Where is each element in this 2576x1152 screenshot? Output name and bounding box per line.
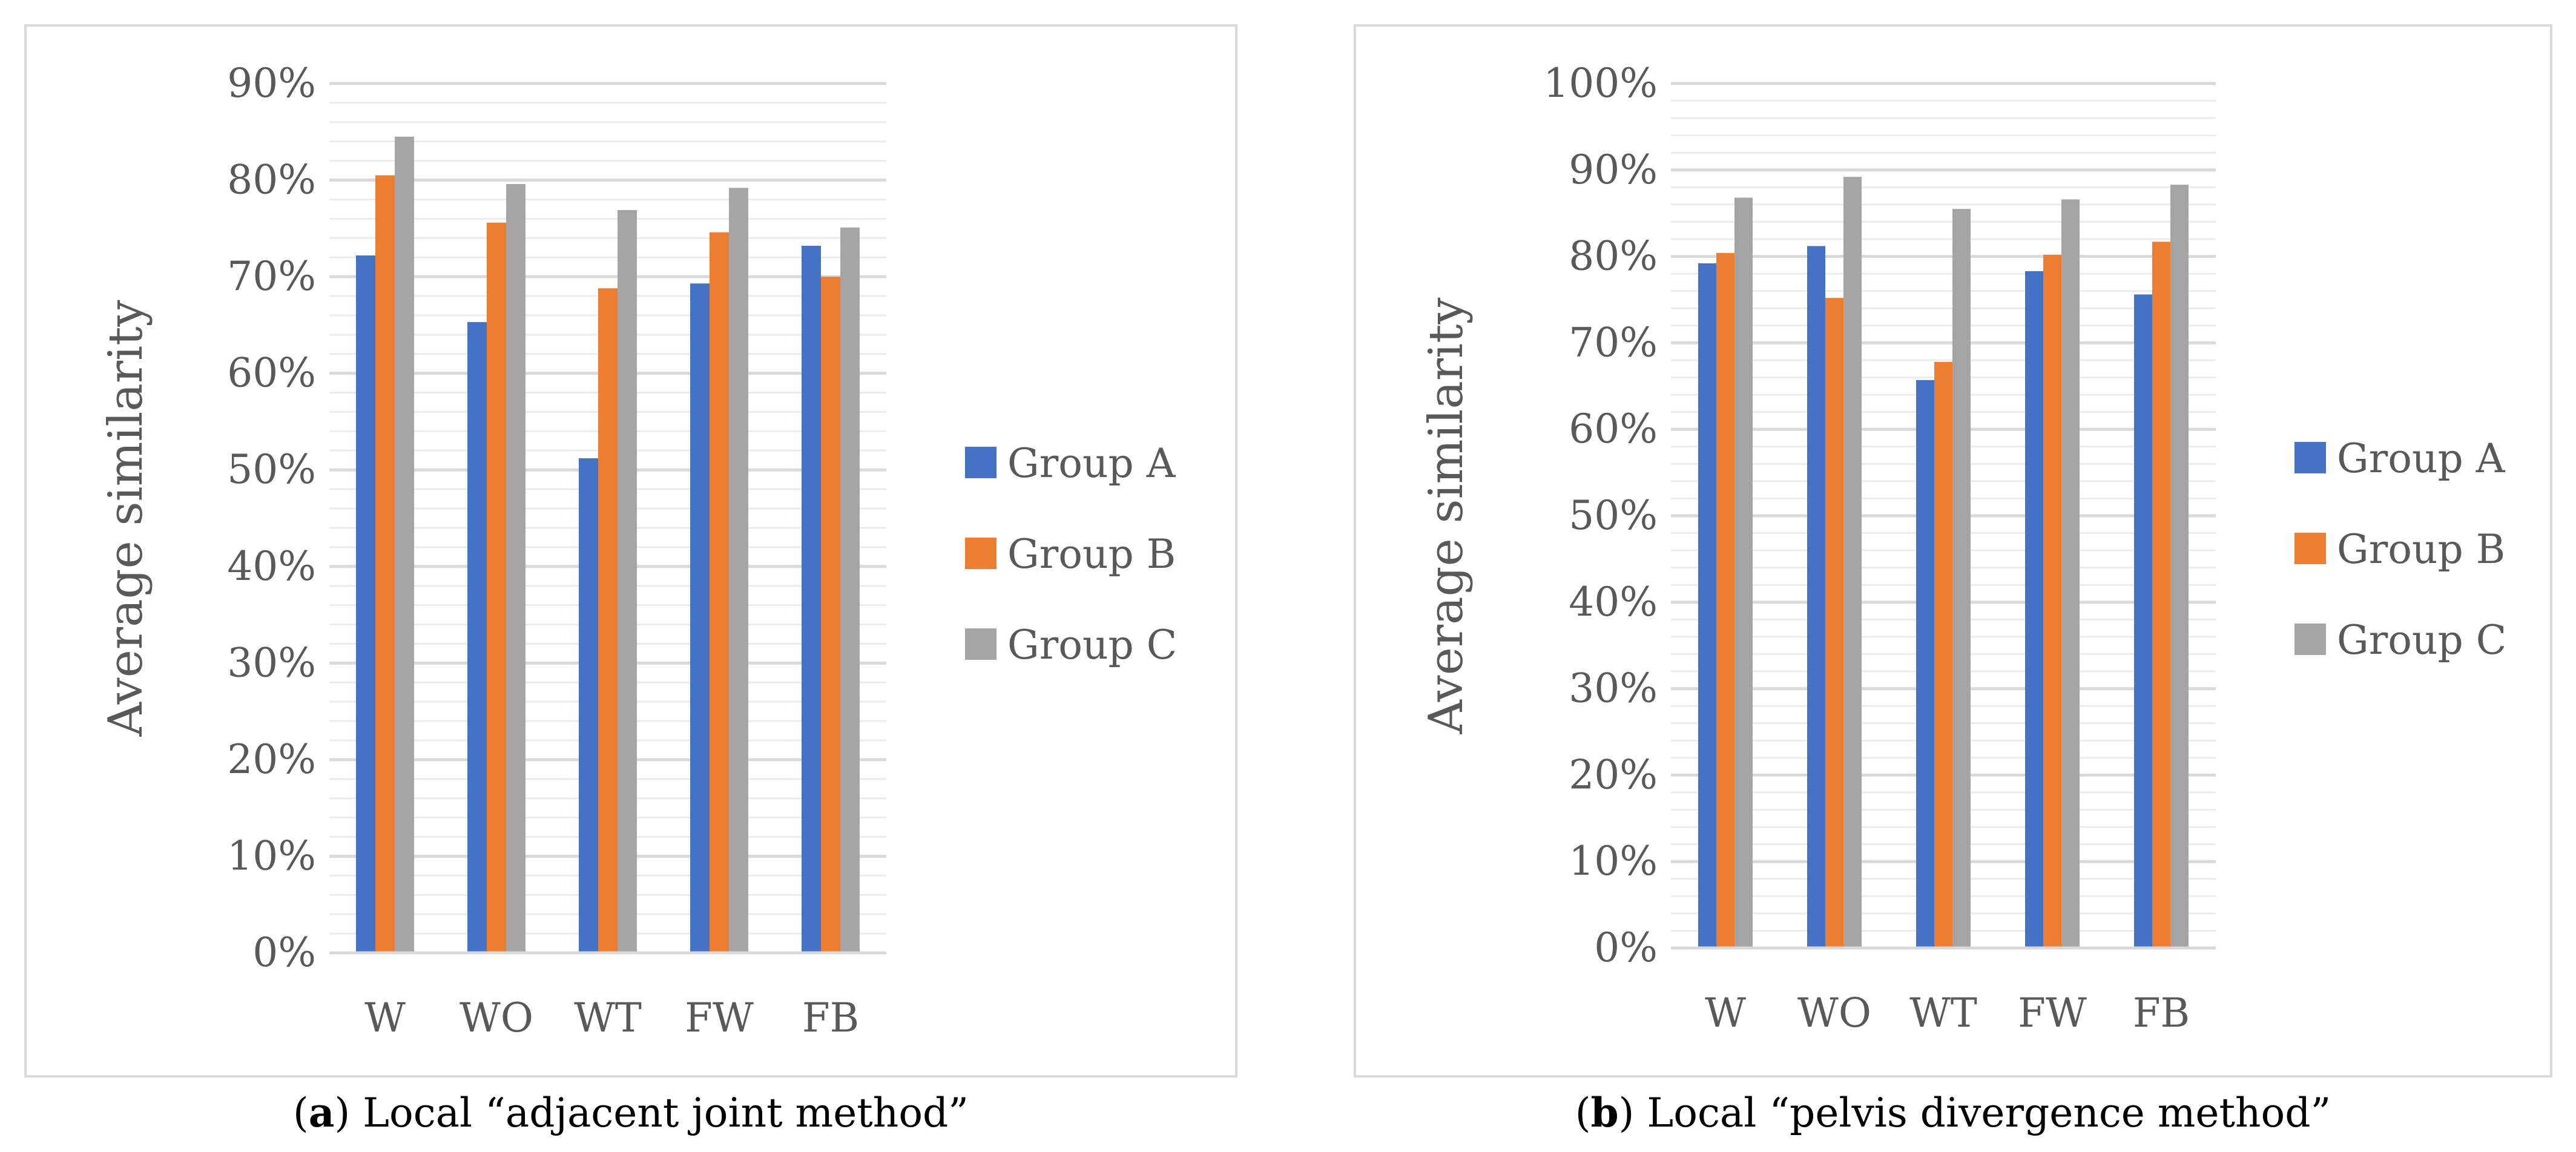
- chart-a-ytick-label: 40%: [227, 543, 316, 590]
- chart-a-xtick-label: WO: [460, 995, 533, 1041]
- chart-a-bar-group-b-w: [375, 175, 395, 953]
- chart-a-bar-group-b-wt: [598, 288, 618, 953]
- chart-a-bar-group-a-w: [356, 255, 375, 953]
- chart-a-ytick-label: 20%: [227, 736, 316, 783]
- chart-b-ytick-label: 90%: [1569, 146, 1658, 193]
- chart-a-bar-group-a-wo: [467, 322, 487, 953]
- chart-b-bar-group-c-fw: [2061, 199, 2080, 948]
- chart-a-bar-group-a-fb: [802, 246, 821, 953]
- chart-a-xtick-label: WT: [574, 995, 642, 1041]
- chart-a-legend-swatch-group-a: [965, 447, 996, 478]
- chart-b-bar-group-a-fw: [2025, 271, 2043, 949]
- chart-b-xtick-label: WO: [1797, 990, 1871, 1036]
- chart-b-bar-group-b-w: [1716, 252, 1734, 949]
- caption-b-letter: b: [1590, 1089, 1619, 1136]
- chart-a-legend-label: Group A: [1007, 440, 1176, 487]
- chart-b-ytick-label: 10%: [1569, 838, 1658, 884]
- chart-a-bar-group-a-wt: [579, 458, 598, 953]
- chart-a-bar-group-a-fw: [690, 283, 710, 953]
- chart-a-xtick-label: W: [364, 995, 406, 1041]
- chart-b-legend-label: Group B: [2337, 526, 2505, 573]
- chart-b-bar-group-a-wo: [1807, 246, 1825, 948]
- chart-b-bar-group-b-fw: [2043, 254, 2061, 948]
- chart-panel-b: 0% 10% 20% 30% 40% 50% 60% 70% 80% 90% 100% W WO WT FW…: [1354, 24, 2552, 1078]
- chart-a-bar-group-b-fb: [821, 277, 840, 953]
- chart-b-bar-group-c-wt: [1952, 209, 1971, 948]
- chart-a-legend-label: Group C: [1007, 622, 1177, 668]
- caption-b: (b) Local “pelvis divergence method”: [1575, 1089, 2331, 1136]
- chart-b-bar-group-c-w: [1734, 197, 1753, 949]
- chart-a-xtick-label: FW: [685, 995, 754, 1041]
- chart-b-bar-group-b-wt: [1934, 361, 1952, 948]
- chart-a-bar-group-c-fb: [840, 227, 860, 953]
- chart-b-xtick-label: FW: [2018, 990, 2087, 1036]
- chart-b-ytick-label: 100%: [1543, 60, 1658, 107]
- chart-b-bar-group-b-fb: [2152, 242, 2170, 949]
- caption-b-text: ) Local “pelvis divergence method”: [1618, 1090, 2331, 1136]
- chart-b-ytick-label: 30%: [1569, 665, 1658, 712]
- chart-a-bar-group-b-fw: [710, 232, 729, 953]
- chart-a-ytick-label: 90%: [227, 60, 316, 107]
- chart-a-legend-swatch-group-b: [965, 538, 996, 569]
- chart-b-bar-group-a-wt: [1916, 380, 1934, 948]
- chart-a-bar-group-c-wt: [618, 210, 637, 953]
- chart-b-bar-group-b-wo: [1825, 298, 1843, 948]
- chart-b-legend-swatch-group-c: [2294, 624, 2326, 655]
- chart-a-ytick-label: 0%: [252, 929, 316, 976]
- chart-a-ytick-label: 30%: [227, 639, 316, 686]
- chart-b-ytick-label: 70%: [1569, 319, 1658, 366]
- chart-a-bar-group-c-fw: [729, 188, 748, 953]
- chart-b-ytick-label: 0%: [1594, 924, 1658, 971]
- chart-b-ytick-label: 20%: [1569, 751, 1658, 798]
- chart-a-bar-group-b-wo: [487, 222, 506, 953]
- chart-a-xtick-label: FB: [802, 995, 859, 1041]
- caption-a: (a) Local “adjacent joint method”: [292, 1089, 969, 1136]
- chart-b-bar-group-a-w: [1698, 263, 1716, 949]
- chart-b-ytick-label: 80%: [1569, 233, 1658, 280]
- chart-b-ytick-label: 40%: [1569, 579, 1658, 625]
- chart-b-bar-group-c-fb: [2170, 185, 2189, 949]
- chart-b-ylabel: Average similarity: [1419, 297, 1474, 734]
- chart-a-ytick-label: 60%: [227, 350, 316, 397]
- chart-a-bar-group-c-wo: [506, 183, 525, 953]
- chart-b-ytick-label: 60%: [1569, 406, 1658, 452]
- chart-panel-a: 0% 10% 20% 30% 40% 50% 60% 70% 80% 90% W WO WT FW FB Av…: [24, 24, 1237, 1078]
- chart-b-xtick-label: WT: [1909, 990, 1977, 1036]
- chart-b-legend-swatch-group-b: [2294, 533, 2326, 564]
- chart-b-bar-group-c-wo: [1843, 177, 1862, 948]
- chart-a-ytick-label: 50%: [227, 446, 316, 493]
- chart-a-svg: 0% 10% 20% 30% 40% 50% 60% 70% 80% 90% W WO WT FW FB Av…: [99, 60, 1177, 1041]
- chart-a-ytick-label: 70%: [227, 253, 316, 300]
- chart-a-legend-label: Group B: [1007, 531, 1176, 578]
- chart-a-ytick-label: 10%: [227, 832, 316, 879]
- caption-a-text: ) Local “adjacent joint method”: [334, 1090, 969, 1136]
- chart-b-xtick-label: FB: [2133, 990, 2190, 1036]
- chart-b-ytick-label: 50%: [1569, 492, 1658, 539]
- chart-a-ytick-label: 80%: [227, 157, 316, 203]
- chart-b-xtick-label: W: [1705, 990, 1746, 1036]
- chart-b-legend-label: Group A: [2337, 435, 2506, 482]
- chart-b-legend-label: Group C: [2337, 617, 2506, 663]
- caption-a-letter: a: [308, 1089, 335, 1136]
- chart-b-bar-group-a-fb: [2134, 294, 2152, 948]
- chart-a-ylabel: Average similarity: [99, 300, 153, 737]
- chart-a-bar-group-c-w: [395, 136, 414, 953]
- chart-b-svg: 0% 10% 20% 30% 40% 50% 60% 70% 80% 90% 100% W WO WT FW…: [1419, 60, 2506, 1036]
- chart-a-legend-swatch-group-c: [965, 628, 996, 660]
- chart-b-legend-swatch-group-a: [2294, 442, 2326, 473]
